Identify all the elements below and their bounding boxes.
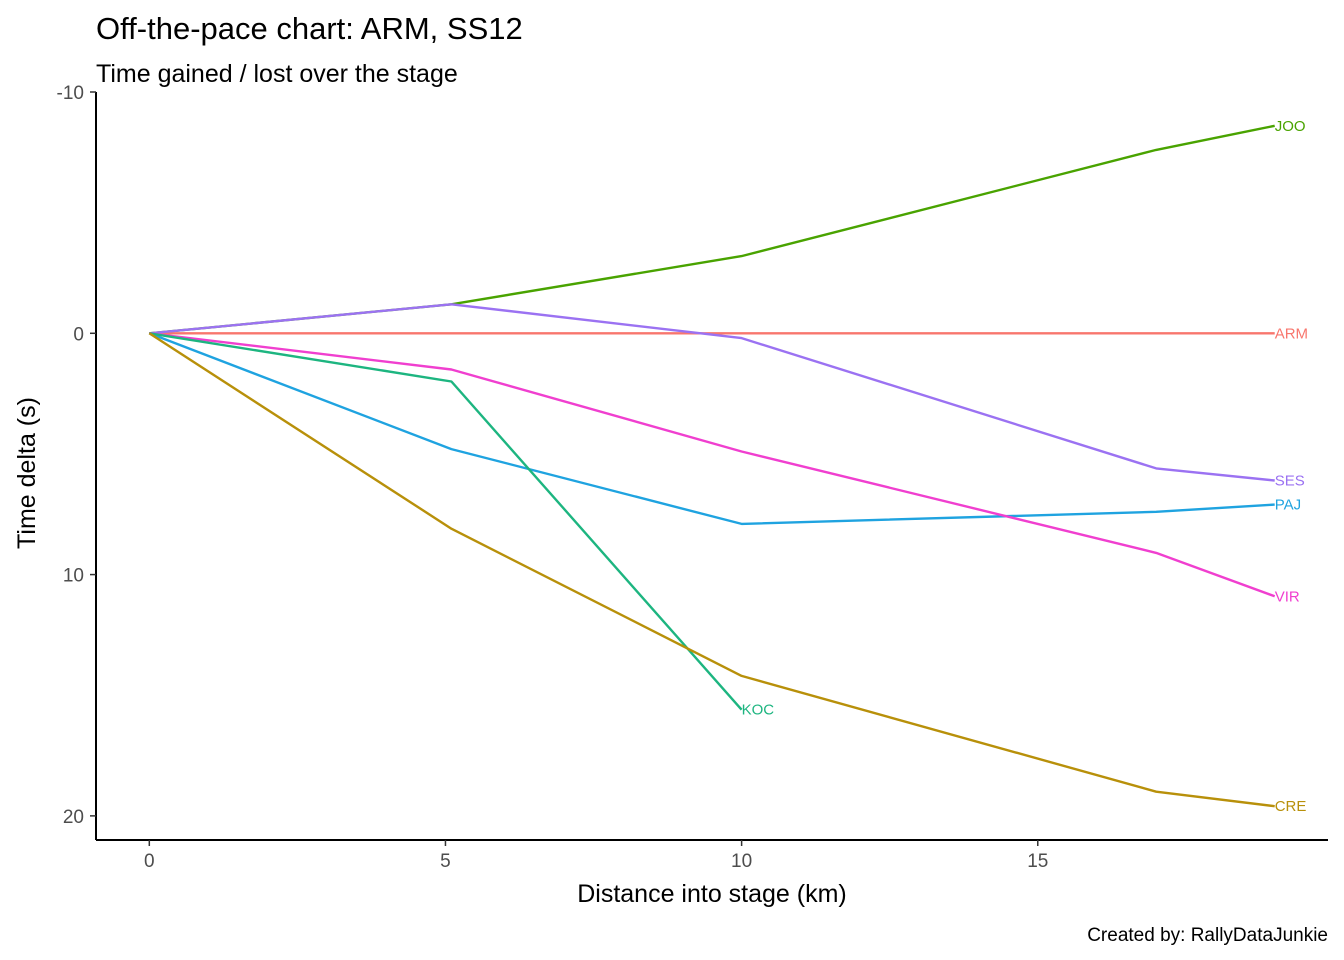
series-lines <box>148 124 1276 808</box>
chart-subtitle: Time gained / lost over the stage <box>96 60 458 88</box>
y-tick-label: 10 <box>63 566 84 587</box>
series-label-koc: KOC <box>742 702 775 719</box>
chart-title: Off-the-pace chart: ARM, SS12 <box>96 11 523 46</box>
series-label-cre: CRE <box>1275 798 1307 815</box>
series-line-paj <box>148 332 1275 526</box>
series-line-vir <box>149 332 1276 598</box>
series-line-cre <box>148 332 1275 808</box>
x-axis-title: Distance into stage (km) <box>577 880 847 908</box>
x-tick-label: 10 <box>731 851 752 872</box>
y-tick-label: 20 <box>63 807 84 828</box>
chart-caption: Created by: RallyDataJunkie <box>1087 925 1328 946</box>
x-tick-label: 15 <box>1027 851 1048 872</box>
series-label-joo: JOO <box>1275 118 1306 135</box>
series-label-ses: SES <box>1275 472 1305 489</box>
series-label-arm: ARM <box>1275 325 1308 342</box>
y-axis-title: Time delta (s) <box>13 397 41 549</box>
x-tick-label: 0 <box>144 851 155 872</box>
x-tick-label: 5 <box>440 851 451 872</box>
series-line-joo <box>149 124 1275 335</box>
y-tick-label: 0 <box>73 324 84 345</box>
plot-area: -10 0 10 20 0 5 10 15 JOO ARM SES PAJ VIR KOC CRE <box>57 83 1328 872</box>
y-axis-ticks: -10 0 10 20 <box>57 83 96 828</box>
series-end-labels: JOO ARM SES PAJ VIR KOC CRE <box>742 118 1308 815</box>
series-label-paj: PAJ <box>1275 497 1301 514</box>
series-line-ses <box>149 303 1275 482</box>
series-label-vir: VIR <box>1275 588 1300 605</box>
y-tick-label: -10 <box>57 83 84 104</box>
x-axis-ticks: 0 5 10 15 <box>144 840 1048 872</box>
series-line-koc <box>149 332 743 711</box>
